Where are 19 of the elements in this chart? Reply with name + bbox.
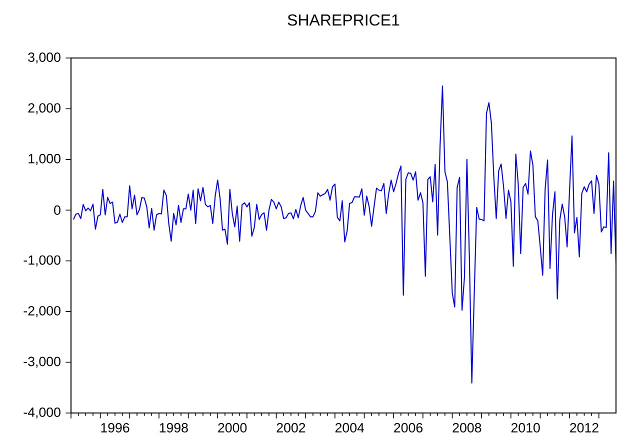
- x-tick-label: 2006: [394, 423, 423, 432]
- line-series: [72, 85, 616, 384]
- x-tick-label: 2002: [276, 423, 306, 432]
- y-tick-label: -2,000: [24, 306, 60, 318]
- y-tick-label: -1,000: [24, 255, 60, 266]
- x-tick-label: 2010: [511, 423, 540, 432]
- y-tick-label: 1,000: [28, 154, 60, 165]
- y-tick-label: 2,000: [28, 103, 60, 114]
- x-tick-label: 2012: [570, 423, 598, 432]
- y-tick-label: -3,000: [24, 356, 60, 368]
- x-tick-label: 1996: [101, 423, 130, 432]
- y-tick-label: 0: [54, 205, 60, 215]
- y-tick-label: -4,000: [24, 407, 60, 419]
- x-tick-label: 2004: [335, 423, 364, 432]
- y-tick-label: 3,000: [28, 52, 60, 64]
- chart-title: SHAREPRICE1: [288, 14, 400, 26]
- x-tick-label: 2008: [452, 423, 482, 432]
- x-tick-label: 2000: [218, 423, 247, 432]
- x-tick-label: 1998: [160, 423, 188, 432]
